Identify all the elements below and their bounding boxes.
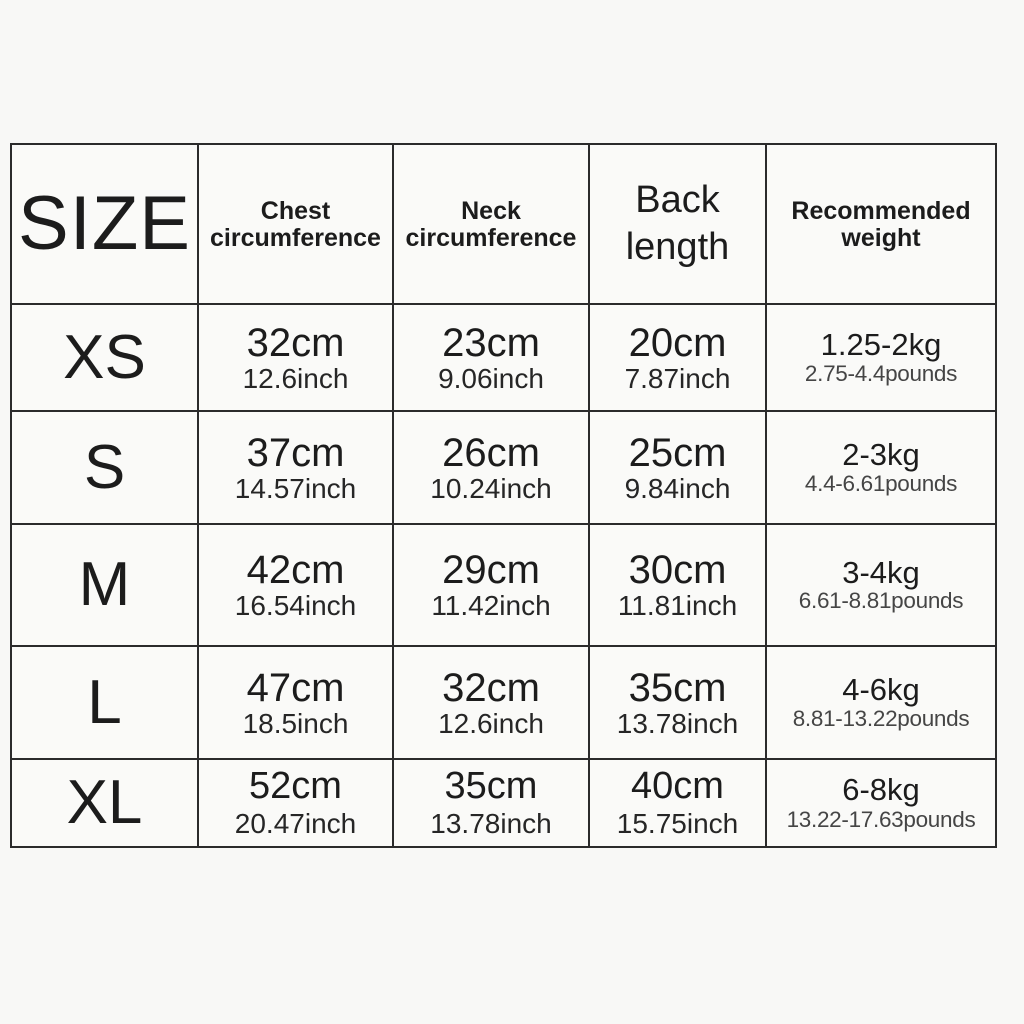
chest-cm-value: 52cm: [249, 765, 342, 808]
back-inch-value: 7.87inch: [624, 362, 731, 394]
chest-cm-value: 47cm: [246, 665, 345, 710]
neck-cell: 23cm 9.06inch: [392, 303, 590, 412]
header-back-length: Back length: [588, 143, 767, 305]
chest-cell: 32cm 12.6inch: [197, 303, 394, 412]
neck-inch-value: 13.78inch: [430, 808, 552, 840]
weight-pounds-value: 2.75-4.4pounds: [804, 360, 958, 386]
neck-inch-value: 10.24inch: [430, 472, 552, 504]
table-row-xs: XS 32cm 12.6inch 23cm 9.06inch 20cm 7.87inc…: [10, 303, 997, 412]
size-label: L: [87, 667, 122, 737]
header-row: SIZE Chest circumference Neck circumfere…: [10, 143, 997, 305]
table-row-m: M 42cm 16.54inch 29cm 11.42inch 30cm 11.81i…: [10, 523, 997, 647]
back-cm-value: 40cm: [631, 765, 724, 808]
back-cm-value: 30cm: [628, 548, 727, 593]
back-cell: 40cm 15.75inch: [588, 758, 767, 848]
neck-cell: 35cm 13.78inch: [392, 758, 590, 848]
size-chart-table: SIZE Chest circumference Neck circumfere…: [10, 143, 997, 848]
chest-cm-value: 32cm: [246, 320, 345, 365]
chest-inch-value: 14.57inch: [234, 472, 357, 504]
weight-cell: 6-8kg 13.22-17.63pounds: [765, 758, 997, 848]
chest-header-line2: circumference: [210, 224, 381, 252]
back-header-line2: length: [625, 226, 730, 268]
header-neck-circumference: Neck circumference: [392, 143, 590, 305]
neck-inch-value: 9.06inch: [438, 362, 544, 394]
back-inch-value: 15.75inch: [616, 808, 739, 840]
table-row-xl: XL 52cm 20.47inch 35cm 13.78inch 40cm 15.75…: [10, 758, 997, 848]
size-label-cell: XL: [10, 758, 199, 848]
weight-pounds-value: 6.61-8.81pounds: [798, 588, 964, 614]
neck-header-line2: circumference: [405, 224, 577, 252]
back-inch-value: 11.81inch: [617, 590, 738, 622]
chest-inch-value: 16.54inch: [234, 590, 357, 622]
size-label: XL: [66, 768, 143, 837]
neck-inch-value: 11.42inch: [431, 590, 551, 622]
neck-cell: 26cm 10.24inch: [392, 410, 590, 525]
weight-kg-value: 3-4kg: [842, 554, 920, 590]
weight-cell: 4-6kg 8.81-13.22pounds: [765, 645, 997, 760]
size-label-cell: XS: [10, 303, 199, 412]
chest-cell: 37cm 14.57inch: [197, 410, 394, 525]
back-cell: 35cm 13.78inch: [588, 645, 767, 760]
header-recommended-weight: Recommended weight: [765, 143, 997, 305]
back-header-line1: Back: [635, 178, 720, 221]
back-cell: 20cm 7.87inch: [588, 303, 767, 412]
back-inch-value: 9.84inch: [624, 472, 731, 504]
chest-cell: 47cm 18.5inch: [197, 645, 394, 760]
size-header-label: SIZE: [18, 181, 191, 266]
neck-cell: 29cm 11.42inch: [392, 523, 590, 647]
size-label: XS: [63, 322, 146, 392]
weight-kg-value: 2-3kg: [842, 437, 920, 473]
size-label: S: [83, 432, 126, 502]
back-inch-value: 13.78inch: [616, 707, 739, 739]
neck-cm-value: 23cm: [442, 320, 540, 365]
neck-cm-value: 32cm: [442, 665, 540, 710]
weight-pounds-value: 8.81-13.22pounds: [792, 705, 970, 731]
chest-cm-value: 37cm: [246, 430, 345, 475]
size-label-cell: M: [10, 523, 199, 647]
table-row-s: S 37cm 14.57inch 26cm 10.24inch 25cm 9.84in…: [10, 410, 997, 525]
weight-kg-value: 6-8kg: [842, 771, 920, 807]
chest-inch-value: 20.47inch: [234, 808, 357, 840]
back-cm-value: 25cm: [628, 430, 727, 475]
header-chest-circumference: Chest circumference: [197, 143, 394, 305]
neck-cm-value: 29cm: [442, 548, 540, 593]
weight-kg-value: 1.25-2kg: [820, 327, 942, 363]
weight-pounds-value: 4.4-6.61pounds: [804, 470, 958, 496]
back-cm-value: 35cm: [628, 665, 727, 710]
chest-cell: 42cm 16.54inch: [197, 523, 394, 647]
chest-inch-value: 18.5inch: [242, 707, 349, 739]
header-size: SIZE: [10, 143, 199, 305]
weight-cell: 1.25-2kg 2.75-4.4pounds: [765, 303, 997, 412]
table-row-l: L 47cm 18.5inch 32cm 12.6inch 35cm 13.78inc…: [10, 645, 997, 760]
neck-cm-value: 35cm: [444, 765, 538, 808]
weight-kg-value: 4-6kg: [842, 672, 920, 708]
back-cell: 30cm 11.81inch: [588, 523, 767, 647]
chest-inch-value: 12.6inch: [242, 362, 349, 394]
neck-header-line1: Neck: [461, 196, 521, 225]
chest-header-line1: Chest: [260, 196, 331, 225]
chest-cell: 52cm 20.47inch: [197, 758, 394, 848]
size-label: M: [78, 550, 131, 619]
neck-cell: 32cm 12.6inch: [392, 645, 590, 760]
weight-cell: 2-3kg 4.4-6.61pounds: [765, 410, 997, 525]
neck-cm-value: 26cm: [442, 430, 540, 475]
neck-inch-value: 12.6inch: [438, 707, 544, 739]
size-label-cell: L: [10, 645, 199, 760]
back-cell: 25cm 9.84inch: [588, 410, 767, 525]
weight-pounds-value: 13.22-17.63pounds: [786, 807, 976, 833]
size-label-cell: S: [10, 410, 199, 525]
back-cm-value: 20cm: [628, 320, 727, 365]
weight-header-line2: weight: [841, 224, 921, 252]
weight-cell: 3-4kg 6.61-8.81pounds: [765, 523, 997, 647]
chest-cm-value: 42cm: [246, 548, 345, 593]
weight-header-line1: Recommended: [791, 196, 971, 225]
